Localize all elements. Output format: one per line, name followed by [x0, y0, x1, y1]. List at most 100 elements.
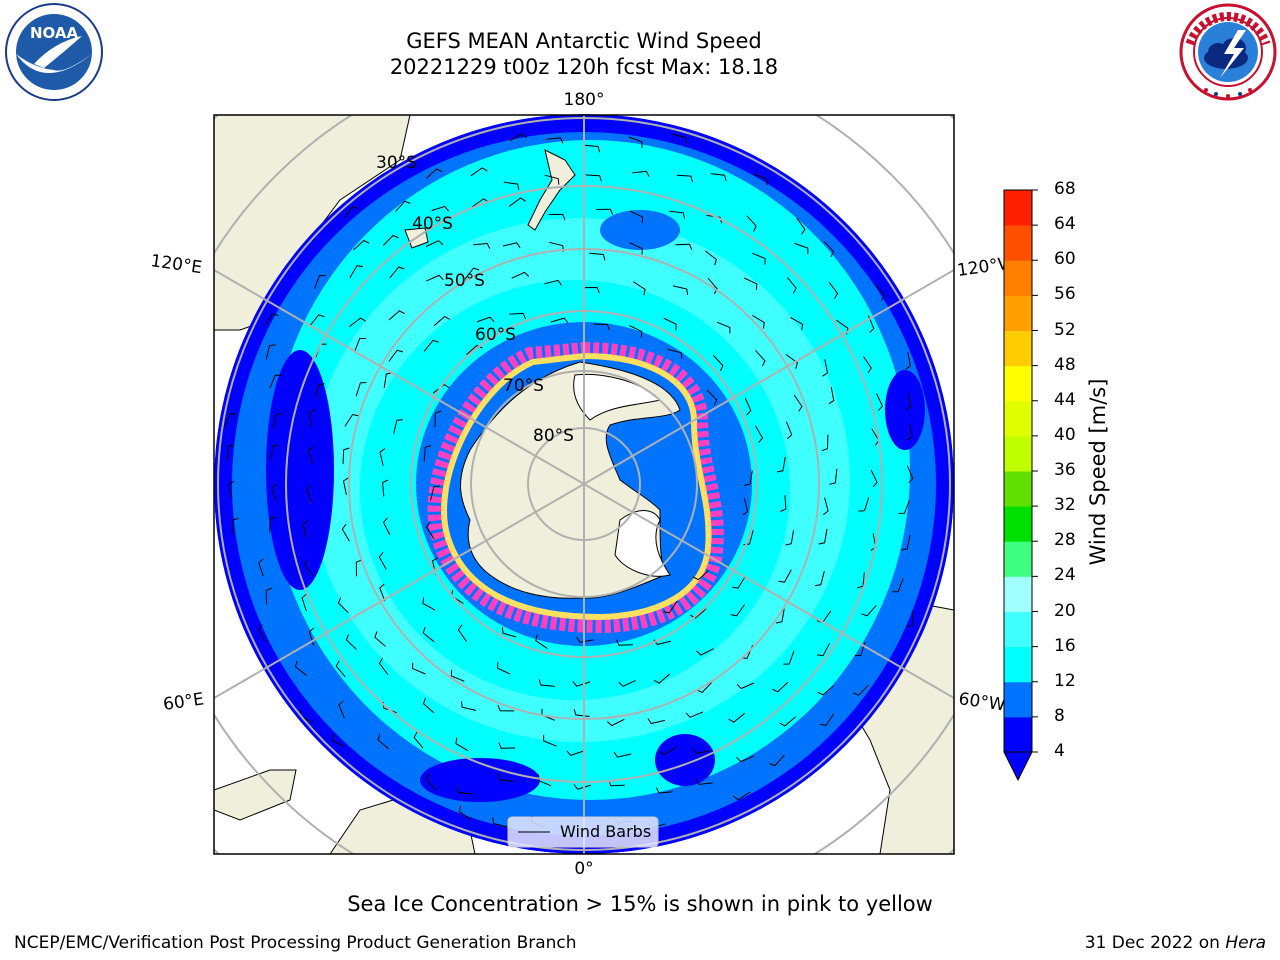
wind-barb	[596, 208, 614, 215]
wind-barb	[305, 485, 313, 504]
wind-barb	[819, 713, 835, 727]
wind-barb	[743, 277, 758, 290]
wind-barb	[314, 275, 326, 289]
wind-barb	[270, 444, 279, 461]
wind-barb	[423, 445, 432, 462]
pocket-atlantic	[655, 734, 715, 786]
wind-barb	[231, 517, 239, 535]
wind-barb	[655, 787, 673, 794]
wind-barb	[224, 413, 237, 427]
wind-barb	[772, 681, 789, 693]
wind-barb	[752, 252, 766, 265]
wind-barb	[548, 213, 566, 221]
lat-label-30s: 30°S	[376, 153, 417, 173]
wind-barb	[713, 355, 724, 372]
wind-barb	[746, 215, 757, 232]
wind-barb	[669, 210, 686, 219]
wind-barb	[663, 600, 678, 614]
wind-barb	[434, 410, 442, 428]
nws-logo	[1179, 3, 1277, 101]
wind-barb	[302, 520, 309, 538]
wind-barb	[464, 267, 480, 280]
colorbar-bin	[1004, 260, 1032, 296]
wind-barb	[780, 495, 787, 512]
wind-barb	[457, 624, 467, 642]
new-zealand-land	[527, 149, 576, 231]
wind-barb	[793, 394, 803, 412]
colorbar-bin	[1004, 646, 1032, 683]
wind-barb	[743, 470, 753, 486]
lon-label-60e: 60°E	[162, 689, 205, 714]
wind-barb	[301, 593, 307, 612]
wind-barb	[509, 312, 527, 320]
longitude-grid	[214, 115, 954, 854]
wind-barb	[906, 423, 913, 441]
wind-barb	[733, 791, 751, 801]
wind-barb	[470, 167, 488, 177]
wind-barb	[303, 559, 314, 576]
wind-barb	[509, 197, 526, 207]
colorbar-under-arrow	[1003, 751, 1033, 782]
wind-barb	[458, 805, 472, 821]
wind-barb	[632, 170, 650, 177]
wind-barb	[425, 240, 444, 247]
colorbar-tick-label: 8	[1054, 705, 1065, 726]
lon-label-180: 180°	[564, 90, 605, 110]
madagascar-land	[214, 769, 297, 821]
wind-barb	[822, 497, 829, 516]
wind-barb	[378, 657, 389, 675]
wind-barb	[775, 607, 785, 624]
wind-barb	[546, 137, 564, 144]
lon-label-0: 0°	[574, 859, 593, 879]
wind-barb	[676, 174, 694, 182]
wind-barb	[496, 662, 511, 675]
wind-barb	[425, 274, 444, 282]
colorbar-bin	[1004, 365, 1032, 402]
wind-barb	[589, 252, 606, 261]
wind-barb	[544, 279, 563, 286]
wind-barb	[785, 354, 798, 369]
wind-barb	[538, 679, 555, 687]
wind-barb	[383, 372, 393, 388]
wind-barb	[413, 731, 424, 749]
wind-barb	[653, 673, 671, 684]
wind-barb	[269, 374, 282, 389]
wind-barb	[537, 774, 552, 787]
wind-barb	[331, 734, 345, 748]
wind-barb	[901, 535, 911, 551]
wind-barb	[828, 281, 839, 299]
wind-barb	[502, 242, 521, 248]
wind-barb	[511, 271, 530, 279]
wind-barb	[755, 350, 766, 367]
wind-barb	[818, 528, 828, 545]
wind-barb	[308, 446, 314, 465]
wind-barb	[503, 181, 520, 191]
wind-barb	[349, 317, 366, 327]
wind-barb	[264, 313, 279, 326]
colorbar-bin	[1004, 435, 1032, 472]
wind-barb	[422, 597, 436, 611]
wind-barb	[783, 650, 795, 665]
wind-barb	[343, 206, 359, 219]
wind-barb	[696, 648, 714, 656]
wind-barb	[685, 711, 704, 718]
pocket-south-atlantic	[420, 758, 540, 802]
wind-barb	[573, 784, 592, 790]
colorbar-tick-label: 44	[1054, 389, 1076, 410]
colorbar-tick-label: 64	[1054, 214, 1076, 235]
wind-barb	[389, 266, 405, 279]
wind-barb	[344, 413, 359, 427]
colorbar-bin	[1004, 225, 1032, 261]
wind-barb	[906, 465, 914, 484]
wind-barb	[796, 217, 806, 235]
wind-barb	[707, 277, 718, 295]
wind-barb	[309, 314, 325, 327]
wind-barb	[432, 383, 450, 394]
wind-barb	[543, 734, 557, 747]
wind-barb	[875, 284, 886, 301]
colorbar-tick-label: 48	[1054, 354, 1076, 375]
wind-barb	[817, 642, 831, 657]
wind-barb	[706, 389, 718, 406]
wind-barb	[466, 344, 483, 355]
noaa-logo: NOAA	[5, 3, 103, 101]
